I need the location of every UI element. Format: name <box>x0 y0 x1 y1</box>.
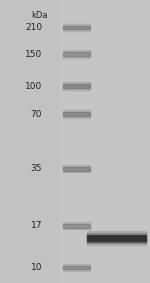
Bar <box>63 24 90 26</box>
Bar <box>88 236 145 241</box>
Bar <box>87 235 146 242</box>
Bar <box>63 26 90 29</box>
Bar <box>63 171 90 173</box>
Bar <box>63 82 90 84</box>
Bar <box>63 52 90 56</box>
Bar <box>60 0 150 283</box>
Text: 70: 70 <box>30 110 42 119</box>
Bar <box>63 84 90 88</box>
Text: 100: 100 <box>25 82 42 91</box>
Bar <box>63 264 90 266</box>
Bar <box>63 167 90 171</box>
Bar <box>87 233 146 243</box>
Bar <box>63 222 90 224</box>
Bar <box>63 56 90 58</box>
Bar <box>63 269 90 271</box>
Bar <box>63 112 90 116</box>
Bar <box>63 266 90 269</box>
Bar <box>63 50 90 52</box>
Bar <box>63 165 90 167</box>
Text: 35: 35 <box>30 164 42 173</box>
Bar <box>87 235 146 241</box>
Bar <box>63 224 90 228</box>
Bar <box>63 29 90 31</box>
Bar <box>63 88 90 90</box>
Bar <box>63 228 90 230</box>
Text: 10: 10 <box>30 263 42 272</box>
Text: 210: 210 <box>25 23 42 32</box>
Bar <box>87 231 146 245</box>
Bar <box>63 110 90 112</box>
Bar <box>63 116 90 118</box>
Text: 150: 150 <box>25 50 42 59</box>
Text: 17: 17 <box>30 221 42 230</box>
Text: kDa: kDa <box>31 11 47 20</box>
